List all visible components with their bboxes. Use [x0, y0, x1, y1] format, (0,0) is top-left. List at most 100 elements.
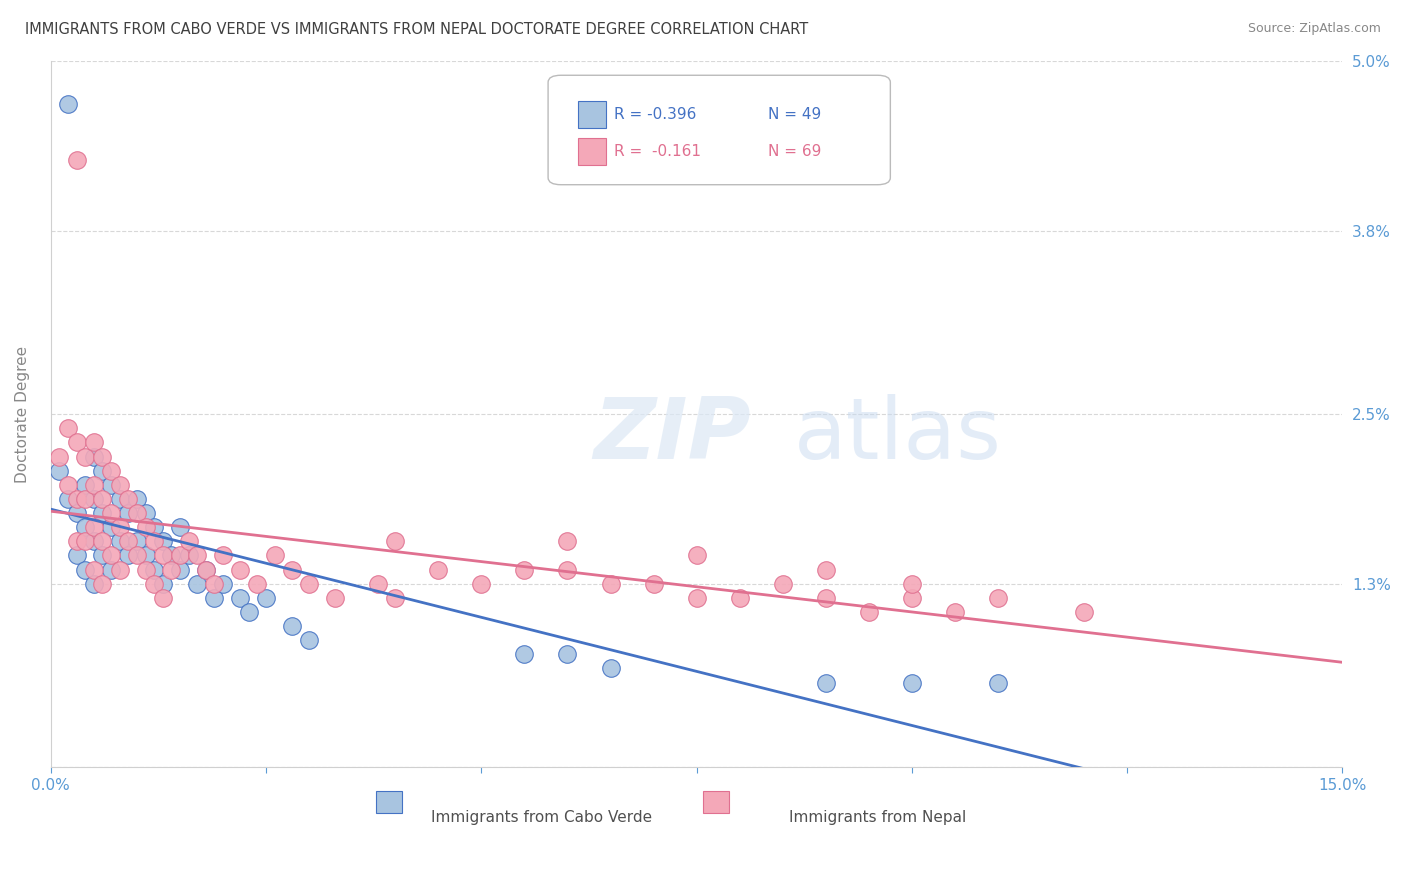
Point [212, 549, 235, 563]
Text: ZIP: ZIP [593, 394, 751, 477]
Point [91, 549, 114, 563]
Point [108, 563, 131, 577]
Point [152, 591, 174, 605]
Point [75, 534, 97, 549]
Point [108, 478, 131, 492]
Point [186, 549, 208, 563]
Point [384, 591, 406, 605]
Point [83, 478, 105, 492]
Bar [703, 790, 728, 814]
Point [599, 576, 621, 591]
Text: Source: ZipAtlas.com: Source: ZipAtlas.com [1247, 22, 1381, 36]
Point [56, 478, 79, 492]
Point [772, 576, 794, 591]
Point [66, 491, 89, 506]
Point [83, 491, 105, 506]
Point [135, 549, 157, 563]
Point [298, 576, 321, 591]
Text: Immigrants from Nepal: Immigrants from Nepal [789, 810, 966, 824]
Point [1073, 605, 1095, 619]
Point [229, 591, 252, 605]
Point [987, 591, 1010, 605]
Point [194, 563, 217, 577]
Point [75, 520, 97, 534]
Point [901, 591, 924, 605]
Point [135, 563, 157, 577]
Point [557, 648, 579, 662]
Point [83, 520, 105, 534]
Point [427, 563, 450, 577]
Text: N = 69: N = 69 [768, 144, 821, 159]
Point [91, 576, 114, 591]
Point [66, 506, 89, 520]
Point [281, 619, 304, 633]
Point [943, 605, 966, 619]
Point [117, 549, 139, 563]
Point [66, 534, 89, 549]
Point [367, 576, 389, 591]
Point [100, 520, 122, 534]
Point [108, 520, 131, 534]
Point [160, 549, 183, 563]
Point [56, 96, 79, 111]
Point [263, 549, 285, 563]
Point [125, 534, 148, 549]
Text: atlas: atlas [793, 394, 1001, 477]
Point [100, 464, 122, 478]
FancyBboxPatch shape [548, 75, 890, 185]
Point [143, 534, 166, 549]
Point [229, 563, 252, 577]
Point [143, 576, 166, 591]
Point [194, 563, 217, 577]
Point [143, 520, 166, 534]
Point [858, 605, 880, 619]
Point [384, 534, 406, 549]
Point [91, 450, 114, 464]
Point [108, 491, 131, 506]
Point [100, 563, 122, 577]
Point [177, 549, 200, 563]
Point [204, 576, 226, 591]
Point [169, 549, 191, 563]
Bar [578, 138, 606, 165]
Point [557, 534, 579, 549]
Point [204, 591, 226, 605]
Text: R =  -0.161: R = -0.161 [614, 144, 702, 159]
Point [75, 478, 97, 492]
Point [685, 591, 707, 605]
Point [246, 576, 269, 591]
Point [169, 520, 191, 534]
Point [152, 534, 174, 549]
Point [212, 576, 235, 591]
Text: R = -0.396: R = -0.396 [614, 107, 696, 122]
Point [987, 675, 1010, 690]
Point [66, 549, 89, 563]
Point [160, 563, 183, 577]
Text: Immigrants from Cabo Verde: Immigrants from Cabo Verde [432, 810, 652, 824]
Point [557, 563, 579, 577]
Point [83, 563, 105, 577]
Point [814, 563, 837, 577]
Point [470, 576, 492, 591]
Point [901, 576, 924, 591]
Point [238, 605, 260, 619]
Point [186, 576, 208, 591]
Point [281, 563, 304, 577]
Point [125, 506, 148, 520]
Point [48, 450, 70, 464]
Point [117, 506, 139, 520]
Point [91, 506, 114, 520]
Point [91, 534, 114, 549]
Point [125, 549, 148, 563]
Point [323, 591, 346, 605]
Point [513, 648, 536, 662]
Point [125, 491, 148, 506]
Point [66, 435, 89, 450]
Point [91, 491, 114, 506]
Point [599, 661, 621, 675]
Point [100, 549, 122, 563]
Point [254, 591, 277, 605]
Bar [377, 790, 402, 814]
Point [108, 534, 131, 549]
Point [91, 464, 114, 478]
